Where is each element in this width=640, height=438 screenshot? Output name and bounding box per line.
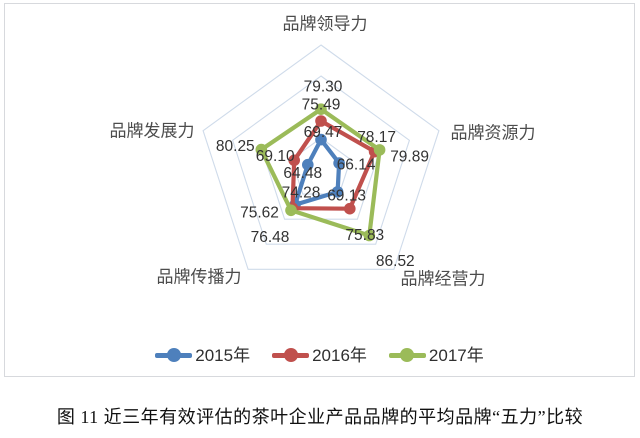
figure-caption: 图 11 近三年有效评估的茶叶企业产品品牌的平均品牌“五力”比较 [56,407,584,427]
grid-ring-90 [231,75,411,245]
value-label-2017年-axis2: 86.52 [376,253,415,270]
axis-label-2: 品牌经营力 [401,270,486,289]
series-marker-2015年-axis2 [331,186,344,198]
legend-label-2017: 2017年 [428,345,484,365]
legend-item-2016: 2016年 [272,347,367,364]
legend-label-2015: 2015年 [195,345,251,365]
series-marker-2017年-axis4 [255,143,268,156]
value-label-2015年-axis2: 69.13 [327,187,366,204]
series-marker-2017年-axis2 [363,229,376,242]
value-label-2016年-axis4: 69.10 [256,148,295,165]
legend-dot-icon [283,348,298,362]
value-label-2016年-axis3: 75.62 [240,205,279,222]
value-label-2017年-axis4: 80.25 [216,138,255,155]
value-label-2015年-axis0: 69.47 [304,124,343,141]
legend-dot-icon [166,348,181,362]
value-label-2015年-axis1: 66.14 [337,157,376,174]
axis-label-0: 品牌领导力 [283,15,368,34]
series-marker-2016年-axis0 [315,115,327,127]
legend-dot-icon [400,348,415,362]
legend-marker-2016 [272,348,310,362]
value-label-2015年-axis3: 74.28 [282,184,321,201]
chart-legend: 2015年 2016年 2017年 [5,344,634,366]
series-marker-2015年-axis1 [333,157,345,169]
legend-marker-2017 [388,348,426,362]
series-marker-2017年-axis1 [373,144,386,156]
value-label-2017年-axis0: 79.30 [304,79,343,96]
legend-item-2017: 2017年 [388,345,484,365]
value-label-2016年-axis2: 75.83 [345,227,384,244]
series-marker-2016年-axis2 [344,202,356,215]
axis-label-3: 品牌传播力 [157,268,242,287]
value-label-2017年-axis1: 79.89 [390,148,429,165]
legend-item-2015: 2015年 [155,347,250,364]
radar-chart-panel: 69.47 66.14 69.13 74.28 64.48 75.49 78.17 75.83… [4,3,635,377]
grid-ring-100 [202,44,440,270]
legend-label-2016: 2016年 [312,345,367,365]
radar-chart: 69.47 66.14 69.13 74.28 64.48 75.49 78.17 75.83… [110,15,536,289]
series-marker-2015年-axis4 [302,158,314,171]
series-line-2016年 [290,118,377,211]
legend-marker-2015 [155,348,193,362]
series-marker-2015年-axis0 [315,133,327,146]
series-marker-2016年-axis4 [288,154,301,167]
series-marker-2017年-axis0 [315,103,327,115]
axis-label-4: 品牌发展力 [110,122,195,141]
value-label-2015年-axis4: 64.48 [283,165,322,182]
value-label-2016年-axis1: 78.17 [357,129,396,146]
value-label-2016年-axis0: 75.49 [302,97,341,114]
axis-label-1: 品牌资源力 [451,124,536,143]
series-marker-2017年-axis3 [285,204,297,217]
series-line-2017年 [259,107,382,238]
value-label-2017年-axis3: 76.48 [251,229,290,246]
